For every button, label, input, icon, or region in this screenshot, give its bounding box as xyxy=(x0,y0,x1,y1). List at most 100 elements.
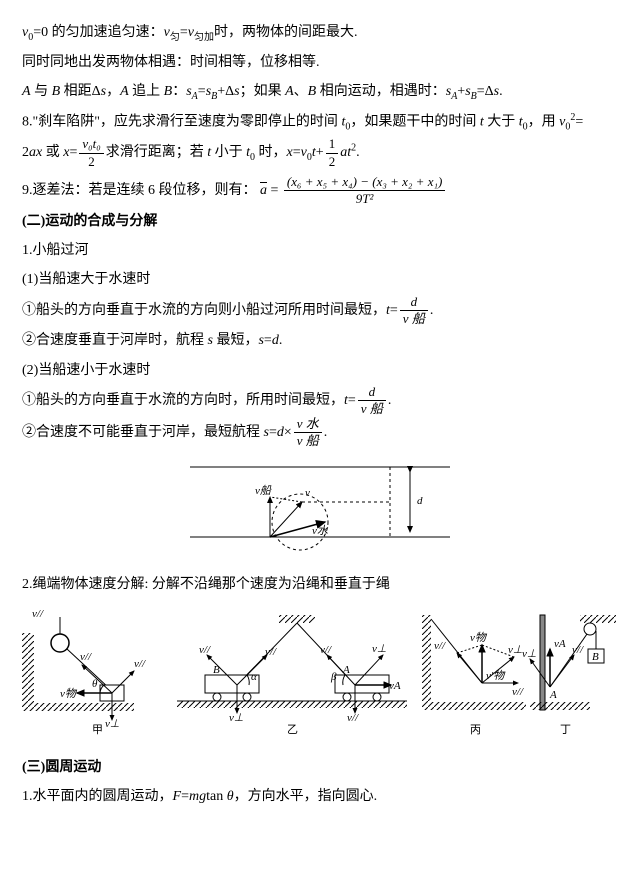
sub: 0 xyxy=(565,121,570,132)
t: ②合速度不可能垂直于河岸，最短航程 xyxy=(22,425,264,440)
t: 8."刹车陷阱"，应先求滑行至速度为零即停止的时间 xyxy=(22,115,341,130)
sub: 匀加 xyxy=(194,32,214,43)
t: × xyxy=(284,425,292,440)
lbl: 甲 xyxy=(92,724,103,735)
lbl: A xyxy=(549,689,557,701)
t: ， xyxy=(106,84,120,99)
rope-svg: v// v// v// v物 θ v⊥ 甲 B v// v// α β v// … xyxy=(22,605,618,735)
t: at xyxy=(340,145,351,160)
lbl: v// xyxy=(347,712,359,724)
t: A xyxy=(120,84,129,99)
heading-1: (二)运动的合成与分解 xyxy=(22,207,618,236)
lbl: 丙 xyxy=(470,724,481,735)
line-8: (1)当船速大于水速时 xyxy=(22,265,618,294)
lbl: v⊥ xyxy=(508,644,522,656)
t: = xyxy=(269,425,277,440)
lbl: d xyxy=(417,495,423,507)
fraction: dv 船 xyxy=(400,295,428,327)
lbl: v xyxy=(305,487,310,499)
t: = xyxy=(390,303,398,318)
lbl: α xyxy=(251,671,257,683)
lbl: 丁 xyxy=(560,724,571,735)
t: ： xyxy=(172,84,186,99)
line-11: (2)当船速小于水速时 xyxy=(22,356,618,385)
t: = xyxy=(264,333,272,348)
lbl: v// xyxy=(32,608,44,620)
t: . xyxy=(499,84,503,99)
num: d xyxy=(400,295,428,311)
den: v 船 xyxy=(358,401,386,416)
fraction: 12 xyxy=(326,137,339,169)
t: tan xyxy=(206,789,227,804)
fraction: v₀t₀2 xyxy=(79,137,103,169)
den: v 船 xyxy=(294,433,322,448)
lbl: vA xyxy=(554,638,566,650)
lbl: v水 xyxy=(312,524,329,537)
t: = xyxy=(69,145,77,160)
abar: a xyxy=(260,183,267,198)
line-13: ②合速度不可能垂直于河岸，最短航程 s=d×v 水v 船. xyxy=(22,417,618,449)
t: = xyxy=(293,145,301,160)
line-3: A 与 B 相距Δs，A 追上 B：sA=sB+Δs；如果 A、B 相向运动，相… xyxy=(22,77,618,107)
t: 最短， xyxy=(213,333,259,348)
t: 相距Δ xyxy=(60,84,101,99)
line-6: 9.逐差法：若是连续 6 段位移，则有： a = (x₆ + x₅ + x₄) … xyxy=(22,175,618,207)
lbl: v′物 xyxy=(486,669,506,682)
t: +Δ xyxy=(217,84,234,99)
t: 时， xyxy=(255,145,287,160)
t: =0 的匀加速追匀速： xyxy=(33,25,163,40)
t: B xyxy=(308,84,317,99)
den: 2 xyxy=(79,154,103,169)
t: 追上 xyxy=(129,84,164,99)
line-15: 1.水平面内的圆周运动，F=mgtan θ，方向水平，指向圆心. xyxy=(22,782,618,811)
lbl: v物 xyxy=(60,687,78,700)
t: = xyxy=(181,789,189,804)
lbl: v// xyxy=(512,686,524,698)
t: 或 xyxy=(42,145,63,160)
lbl: B xyxy=(592,651,599,663)
t: 大于 xyxy=(484,115,519,130)
num: (x₆ + x₅ + x₄) − (x₃ + x₂ + x₁) xyxy=(284,175,445,191)
lbl: B xyxy=(213,664,220,676)
t: mg xyxy=(189,789,206,804)
lbl: v⊥ xyxy=(105,718,119,730)
t: = xyxy=(198,84,206,99)
line-5: 2ax 或 x=v₀t₀2求滑行距离；若 t 小于 t0 时，x=v0t+12a… xyxy=(22,137,618,169)
fraction: (x₆ + x₅ + x₄) − (x₃ + x₂ + x₁)9T² xyxy=(284,175,445,207)
line-14: 2.绳端物体速度分解: 分解不沿绳那个速度为沿绳和垂直于绳 xyxy=(22,570,618,599)
sub: 匀 xyxy=(170,32,180,43)
t: d xyxy=(272,333,279,348)
t: = xyxy=(180,25,188,40)
lbl: v⊥ xyxy=(372,643,386,655)
t: 、 xyxy=(294,84,308,99)
t: 小于 xyxy=(211,145,246,160)
t: 9.逐差法：若是连续 6 段位移，则有： xyxy=(22,183,260,198)
t: =Δ xyxy=(477,84,494,99)
line-7: 1.小船过河 xyxy=(22,236,618,265)
t: θ xyxy=(227,789,234,804)
den: 2 xyxy=(326,154,339,169)
line-1: v0=0 的匀加速追匀速：v匀=v匀加时，两物体的间距最大. xyxy=(22,18,618,48)
diagram-river: v船 v v水 d xyxy=(22,452,618,563)
t: . xyxy=(430,303,434,318)
t: ax xyxy=(29,145,42,160)
lbl: vA xyxy=(389,680,401,692)
t: = xyxy=(348,393,356,408)
t: B xyxy=(52,84,61,99)
t: . xyxy=(388,393,392,408)
lbl: 乙 xyxy=(287,723,298,735)
t: ，如果题干中的时间 xyxy=(350,115,480,130)
t: . xyxy=(279,333,283,348)
line-12: ①船头的方向垂直于水流的方向时，所用时间最短，t=dv 船. xyxy=(22,385,618,417)
t: F xyxy=(173,789,182,804)
line-10: ②合速度垂直于河岸时，航程 s 最短，s=d. xyxy=(22,326,618,355)
num: v 水 xyxy=(294,417,322,433)
lbl: v// xyxy=(320,644,332,656)
t: d xyxy=(277,425,284,440)
fraction: v 水v 船 xyxy=(294,417,322,449)
num: 1 xyxy=(326,137,339,153)
t: 时，两物体的间距最大. xyxy=(214,25,358,40)
t: ①船头的方向垂直于水流的方向则小船过河所用时间最短， xyxy=(22,303,386,318)
lbl: v// xyxy=(572,644,584,656)
lbl: v船 xyxy=(255,484,272,497)
